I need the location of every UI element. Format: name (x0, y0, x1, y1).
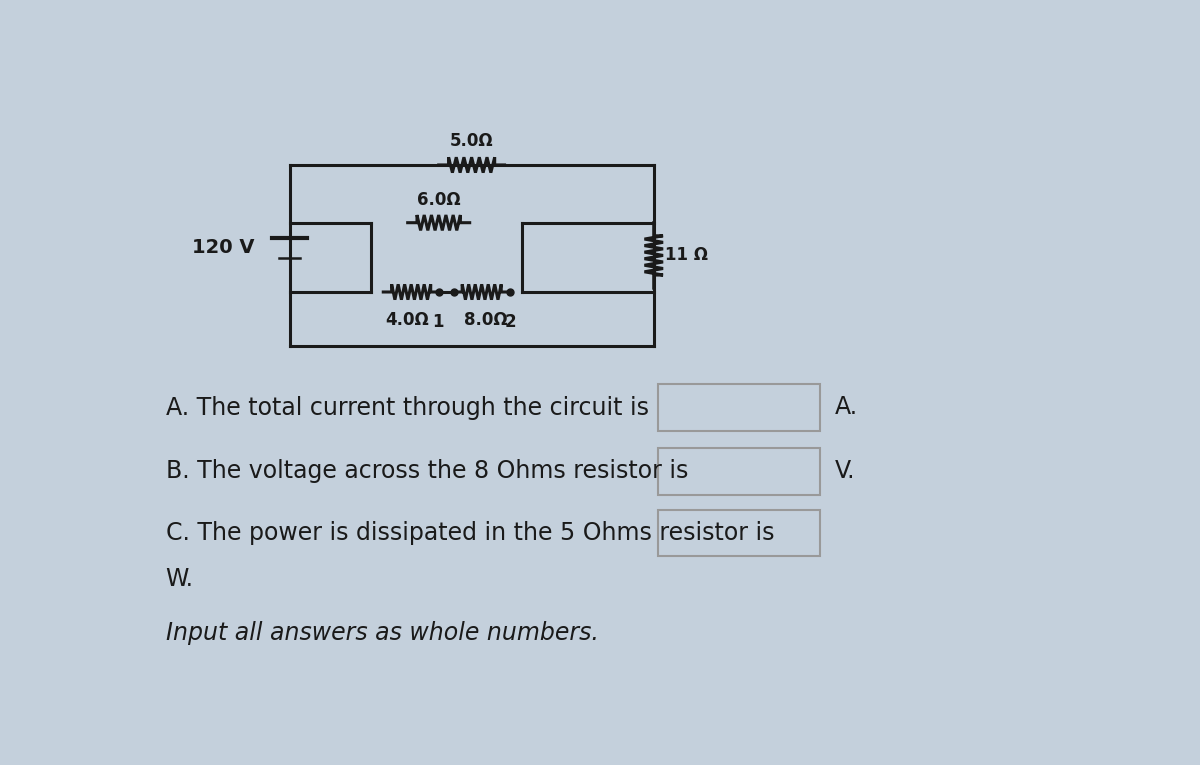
Text: W.: W. (166, 567, 193, 591)
Bar (658, 384, 821, 431)
Text: 8.0Ω: 8.0Ω (463, 311, 508, 329)
Text: 5.0Ω: 5.0Ω (450, 132, 493, 149)
Bar (658, 448, 821, 494)
Text: Input all answers as whole numbers.: Input all answers as whole numbers. (166, 621, 599, 645)
Text: 120 V: 120 V (192, 238, 254, 257)
Text: B. The voltage across the 8 Ohms resistor is: B. The voltage across the 8 Ohms resisto… (166, 460, 688, 483)
Text: V.: V. (834, 460, 854, 483)
Text: 2: 2 (504, 313, 516, 330)
Text: 1: 1 (432, 313, 444, 330)
Text: A. The total current through the circuit is: A. The total current through the circuit… (166, 396, 648, 419)
Text: C. The power is dissipated in the 5 Ohms resistor is: C. The power is dissipated in the 5 Ohms… (166, 521, 774, 545)
Text: A.: A. (834, 396, 858, 419)
Text: 6.0Ω: 6.0Ω (416, 190, 461, 209)
Text: 4.0Ω: 4.0Ω (385, 311, 430, 329)
Text: 11 Ω: 11 Ω (665, 246, 708, 265)
Bar (658, 510, 821, 556)
